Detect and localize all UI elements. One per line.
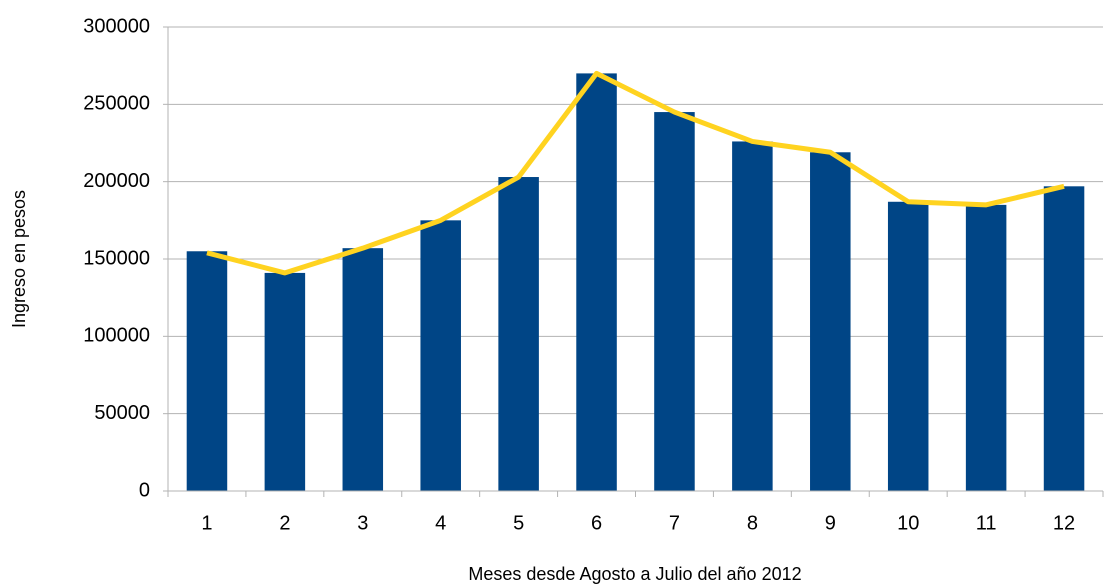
y-tick-label: 300000 xyxy=(83,15,150,37)
x-tick-label: 11 xyxy=(976,512,997,534)
bar xyxy=(576,73,617,492)
y-tick-label: 200000 xyxy=(83,170,150,192)
y-axis-title: Ingreso en pesos xyxy=(9,190,29,328)
bar xyxy=(810,152,851,491)
x-tick-label: 12 xyxy=(1053,512,1075,534)
bar xyxy=(420,220,461,492)
bar xyxy=(498,177,539,491)
x-tick-label: 8 xyxy=(747,512,758,534)
x-tick-label: 6 xyxy=(591,512,602,534)
bar xyxy=(654,112,695,492)
x-tick-label: 7 xyxy=(669,512,680,534)
bar xyxy=(342,248,384,491)
x-tick-label: 4 xyxy=(435,512,446,534)
y-tick-label: 250000 xyxy=(83,93,150,115)
x-tick-label: 10 xyxy=(897,512,919,534)
x-tick-label: 9 xyxy=(825,512,836,534)
x-tick-label: 2 xyxy=(279,512,290,534)
bar xyxy=(732,141,773,491)
bar xyxy=(887,201,929,492)
y-tick-label: 0 xyxy=(139,479,150,501)
bar xyxy=(186,251,228,491)
y-tick-label: 150000 xyxy=(83,247,150,269)
bar xyxy=(965,204,1007,491)
y-tick-label: 100000 xyxy=(83,325,150,347)
x-tick-label: 1 xyxy=(201,512,212,534)
x-axis-title: Meses desde Agosto a Julio del año 2012 xyxy=(468,564,801,584)
bar xyxy=(264,272,306,491)
x-tick-label: 3 xyxy=(357,512,368,534)
bar xyxy=(1043,186,1085,491)
line xyxy=(206,70,1065,276)
y-tick-label: 50000 xyxy=(94,402,150,424)
x-tick-label: 5 xyxy=(513,512,524,534)
